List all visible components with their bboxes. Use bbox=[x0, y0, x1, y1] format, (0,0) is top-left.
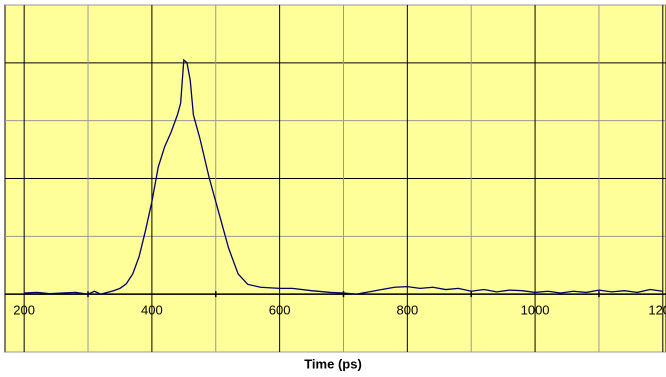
x-tick-label: 400 bbox=[141, 303, 163, 318]
x-tick-label: 1200 bbox=[648, 303, 666, 318]
x-tick-label: 200 bbox=[13, 303, 35, 318]
data-line bbox=[24, 58, 663, 295]
x-tick-label: 800 bbox=[396, 303, 418, 318]
x-tick-label: 600 bbox=[269, 303, 291, 318]
x-tick-label: 1000 bbox=[521, 303, 550, 318]
x-axis-title: Time (ps) bbox=[304, 356, 362, 371]
